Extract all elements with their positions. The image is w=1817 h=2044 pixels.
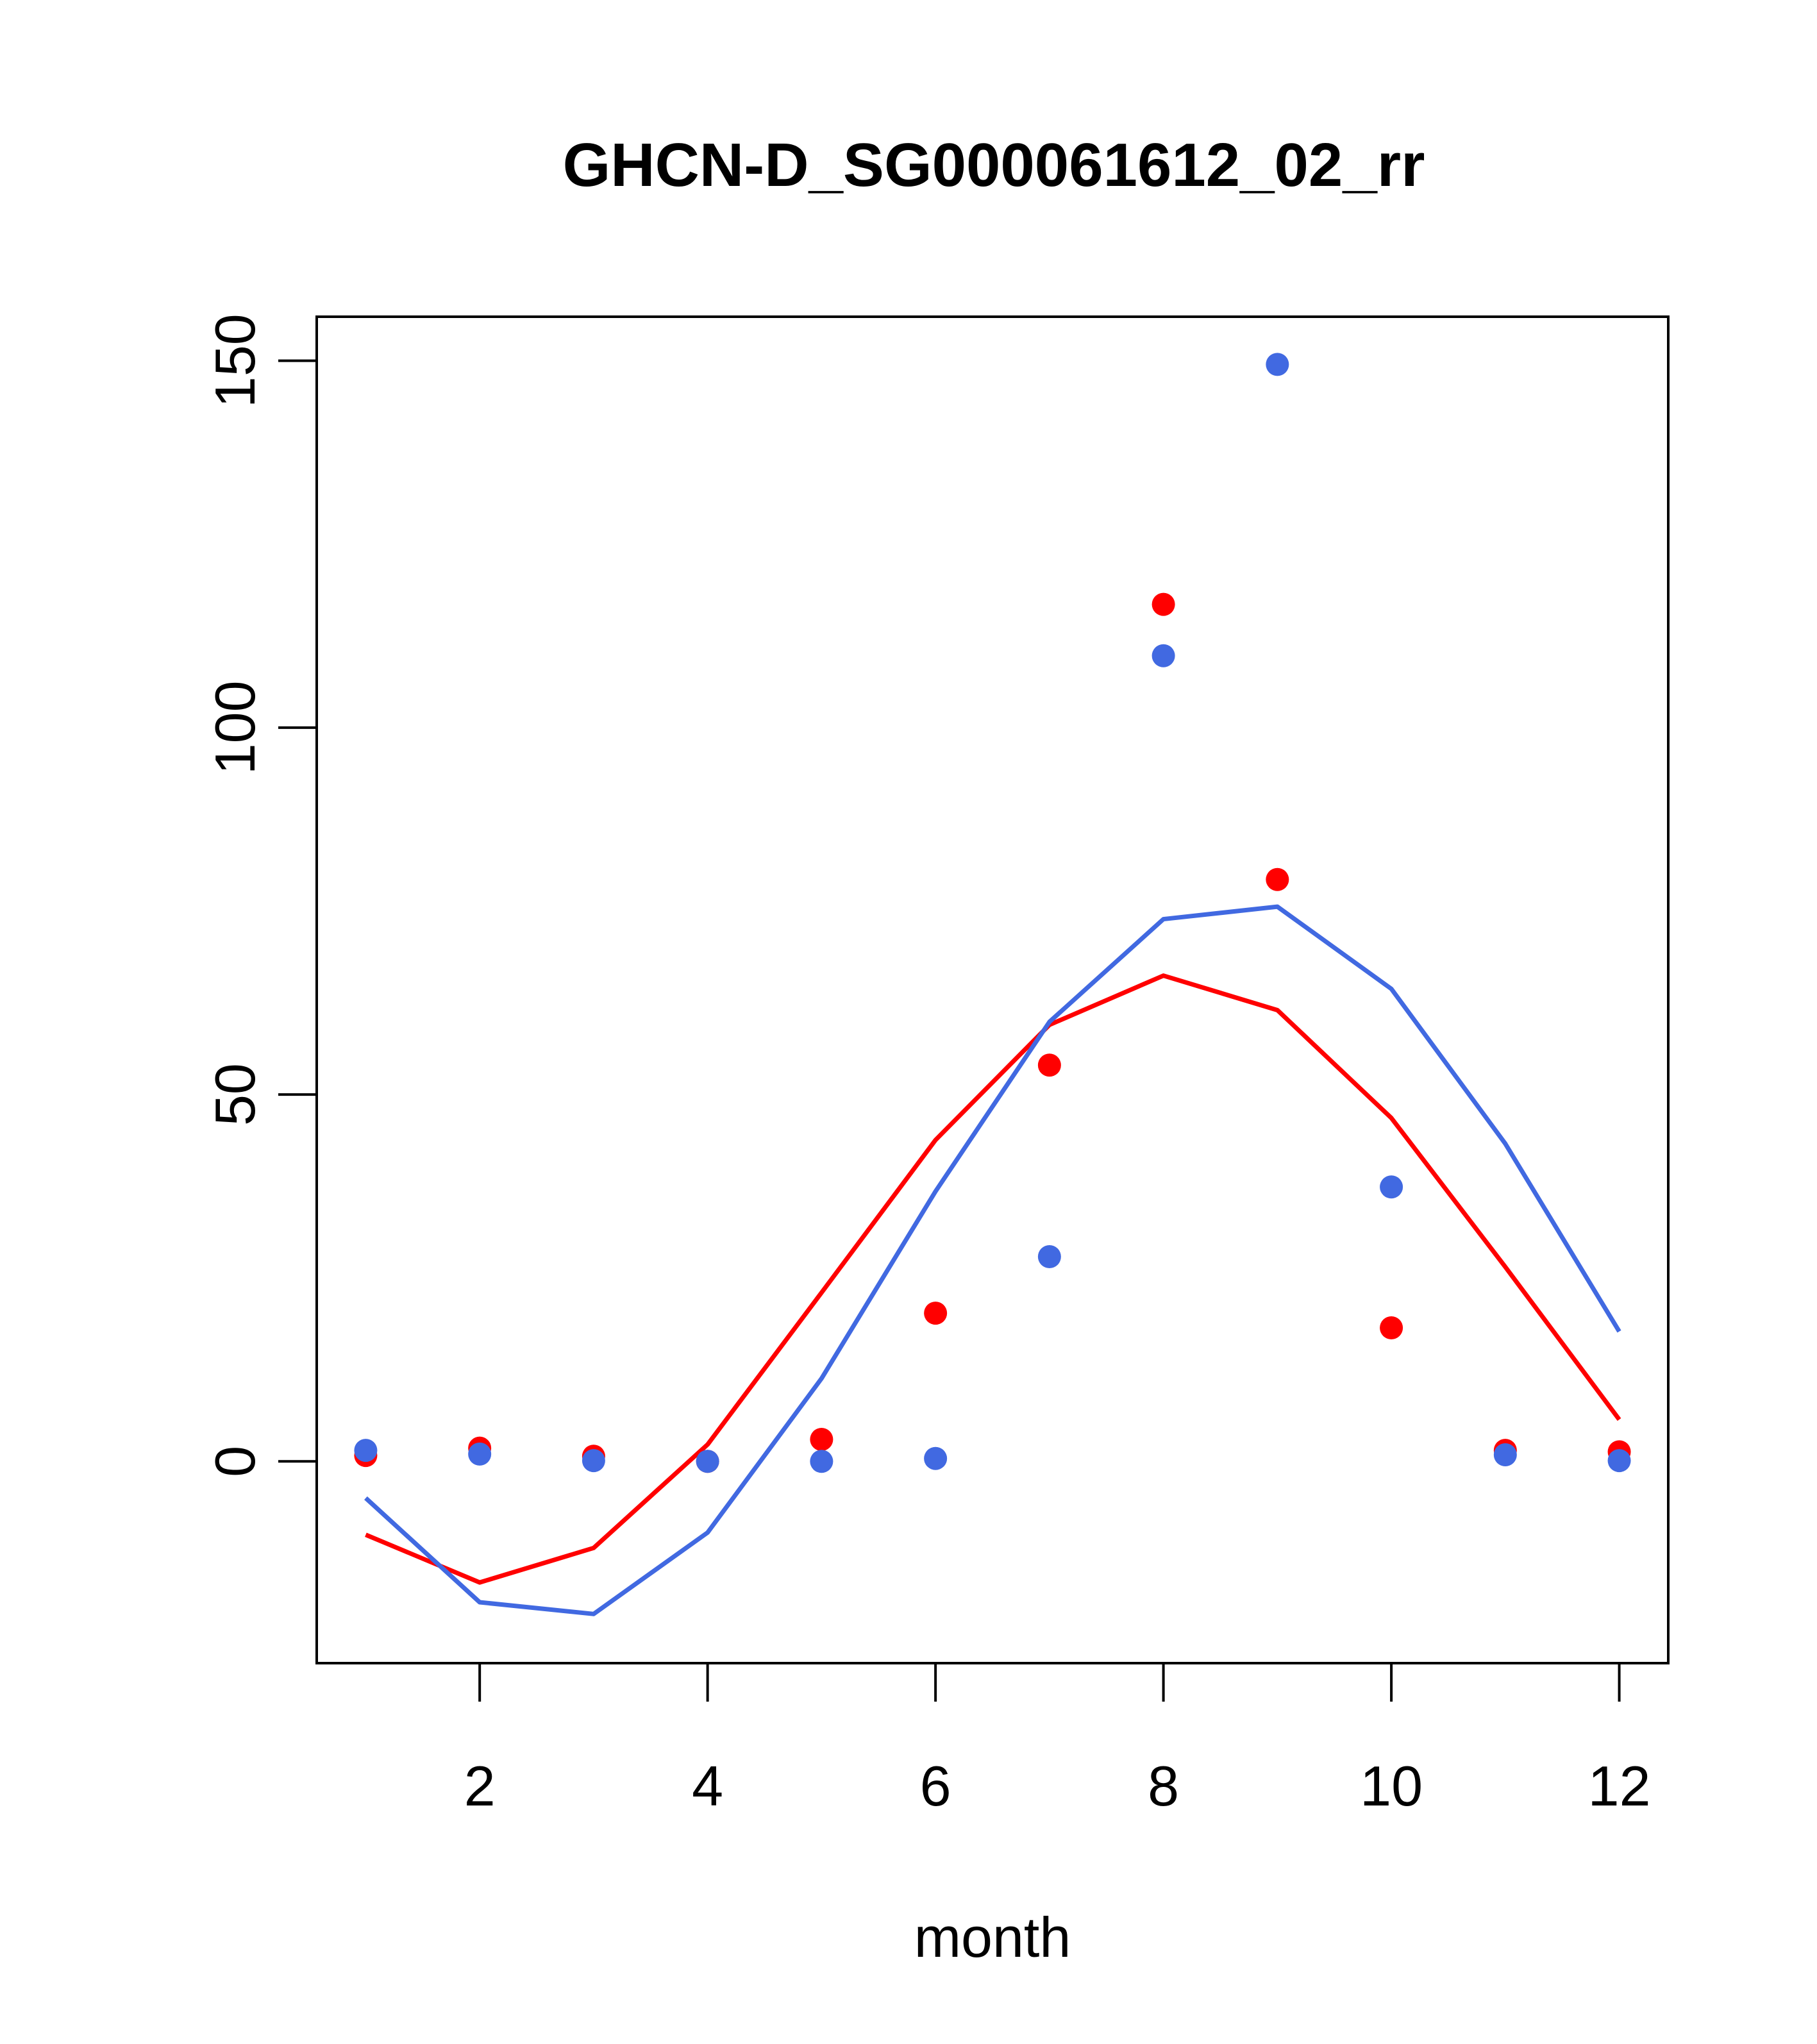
y-tick-label: 0	[203, 1446, 267, 1477]
x-axis-label: month	[914, 1906, 1071, 1969]
y-axis: 0 50 100 150	[203, 314, 318, 1477]
x-axis: 2 4 6 8 10 12	[464, 1662, 1651, 1818]
data-point	[582, 1449, 605, 1473]
data-point	[1607, 1449, 1631, 1473]
series-line	[365, 973, 1621, 1585]
data-point	[468, 1442, 492, 1466]
data-point	[924, 1446, 948, 1470]
series-lines	[364, 904, 1621, 1616]
series-line	[364, 904, 1621, 1616]
data-point	[1266, 867, 1289, 891]
x-tick-label: 10	[1360, 1754, 1423, 1818]
data-point	[1266, 353, 1289, 376]
x-tick-label: 4	[692, 1754, 723, 1818]
y-tick-label: 150	[203, 314, 267, 408]
data-point	[696, 1450, 719, 1473]
chart-title: GHCN-D_SG000061612_02_rr	[563, 131, 1425, 199]
series-points	[354, 353, 1631, 1473]
x-tick-label: 12	[1588, 1754, 1651, 1818]
data-point	[1151, 644, 1175, 667]
data-point	[810, 1427, 833, 1451]
data-point	[1493, 1443, 1517, 1466]
y-tick-label: 50	[203, 1063, 267, 1126]
x-tick-label: 2	[464, 1754, 496, 1818]
data-point	[354, 1439, 378, 1462]
data-point	[924, 1302, 948, 1325]
data-point	[1380, 1316, 1403, 1340]
data-point	[1037, 1053, 1061, 1077]
plot-frame	[315, 315, 1670, 1664]
data-point	[1151, 592, 1175, 616]
data-point	[810, 1450, 833, 1473]
x-tick-label: 8	[1148, 1754, 1179, 1818]
data-point	[1037, 1244, 1061, 1268]
y-tick-label: 100	[203, 680, 267, 775]
x-tick-label: 6	[920, 1754, 951, 1818]
data-point	[1380, 1175, 1403, 1199]
